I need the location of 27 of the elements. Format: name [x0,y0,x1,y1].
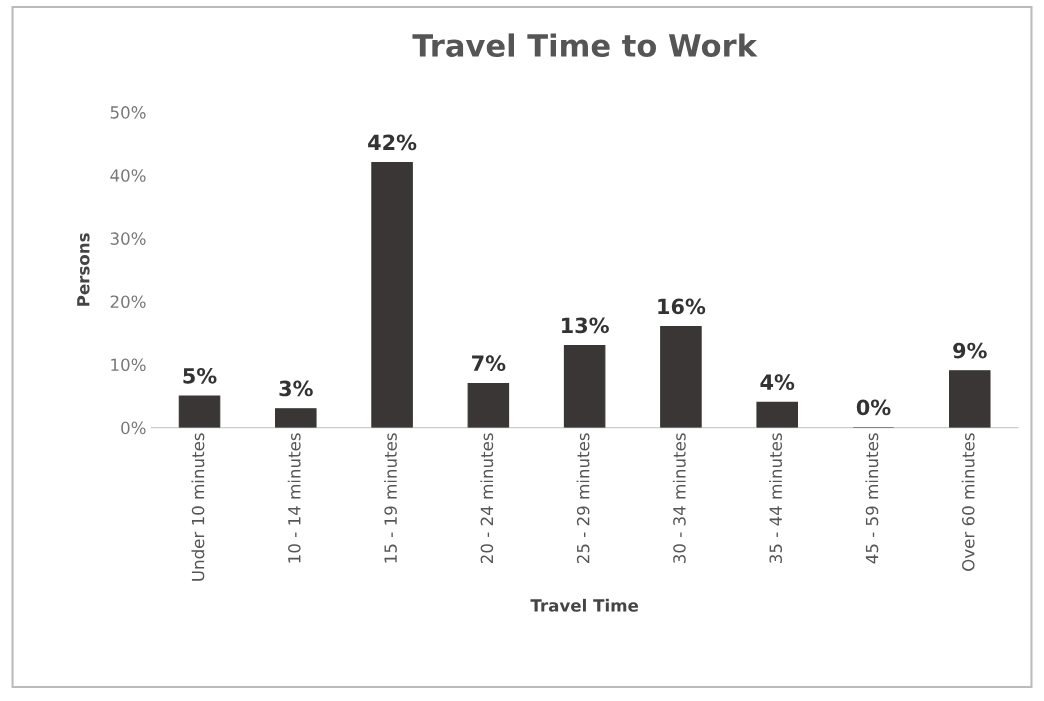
data-label: 0% [856,399,891,416]
x-tick-label: 35 - 44 minutes [769,433,783,563]
y-tick-label: 20% [110,295,146,308]
data-label: 7% [472,355,506,372]
x-axis-title: Travel Time [530,598,639,612]
data-label: 9% [953,342,987,359]
data-label: 5% [183,367,217,384]
x-tick-label: 25 - 29 minutes [576,433,590,564]
data-label: 4% [760,374,795,390]
x-tick-label: Over 60 minutes [961,433,975,571]
x-tick-label: 45 - 59 minutes [865,433,879,564]
data-label: 3% [279,380,313,397]
data-label: 13% [562,317,609,334]
y-axis-title: Persons [77,233,90,306]
x-tick-label: 20 - 24 minutes [480,433,494,564]
x-tick-label: 10 - 14 minutes [287,433,301,563]
y-tick-label: 50% [110,106,146,119]
x-tick-label: 30 - 34 minutes [672,433,686,563]
y-tick-label: 40% [110,169,146,182]
chart-title: Travel Time to Work [412,33,758,58]
data-label: 42% [368,134,417,151]
y-tick-label: 0% [121,421,146,435]
x-tick-label: 15 - 19 minutes [384,433,397,563]
y-tick-label: 30% [110,232,146,245]
x-tick-label: Under 10 minutes [191,433,205,581]
y-tick-label: 10% [111,358,146,372]
data-label: 16% [658,298,706,315]
